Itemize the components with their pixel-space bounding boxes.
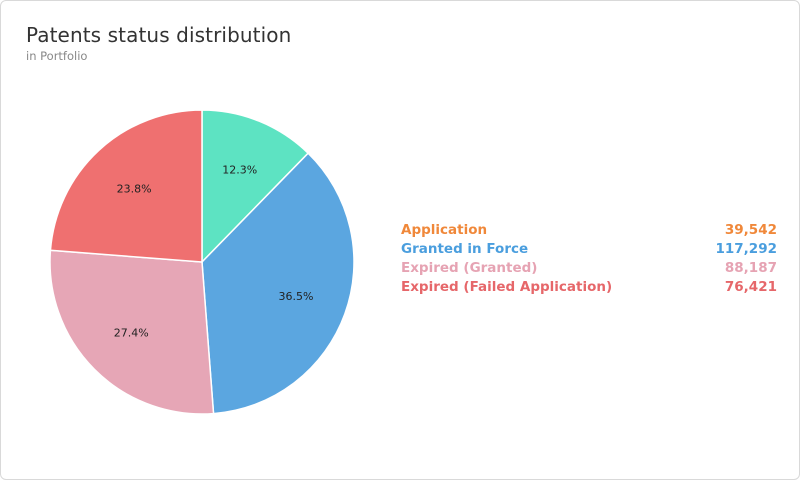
legend: Application 39,542 Granted in Force 117,292…	[401, 221, 777, 297]
legend-label-0: Application	[401, 222, 488, 238]
pie-slice-1[interactable]	[201, 152, 355, 415]
chart-subtitle: in Portfolio	[26, 49, 88, 63]
slice-percent-label-1: 36.5%	[279, 290, 314, 303]
legend-value-0: 39,542	[724, 222, 777, 238]
slice-percent-label-3: 23.8%	[117, 183, 152, 196]
chart-title: Patents status distribution	[26, 23, 292, 47]
legend-item-3[interactable]: Expired (Failed Application) 76,421	[401, 278, 777, 297]
pie-slice-0[interactable]	[201, 109, 310, 264]
legend-value-2: 88,187	[724, 260, 777, 276]
pie-slice-2[interactable]	[49, 249, 215, 415]
slice-percent-label-2: 27.4%	[114, 327, 149, 340]
legend-item-1[interactable]: Granted in Force 117,292	[401, 240, 777, 259]
legend-label-3: Expired (Failed Application)	[401, 279, 613, 295]
pie-slice-3[interactable]	[49, 109, 203, 263]
legend-label-1: Granted in Force	[401, 241, 529, 257]
legend-value-3: 76,421	[724, 279, 777, 295]
legend-item-0[interactable]: Application 39,542	[401, 221, 777, 240]
legend-value-1: 117,292	[715, 241, 778, 257]
legend-item-2[interactable]: Expired (Granted) 88,187	[401, 259, 777, 278]
slice-percent-label-0: 12.3%	[222, 163, 257, 176]
legend-label-2: Expired (Granted)	[401, 260, 538, 276]
